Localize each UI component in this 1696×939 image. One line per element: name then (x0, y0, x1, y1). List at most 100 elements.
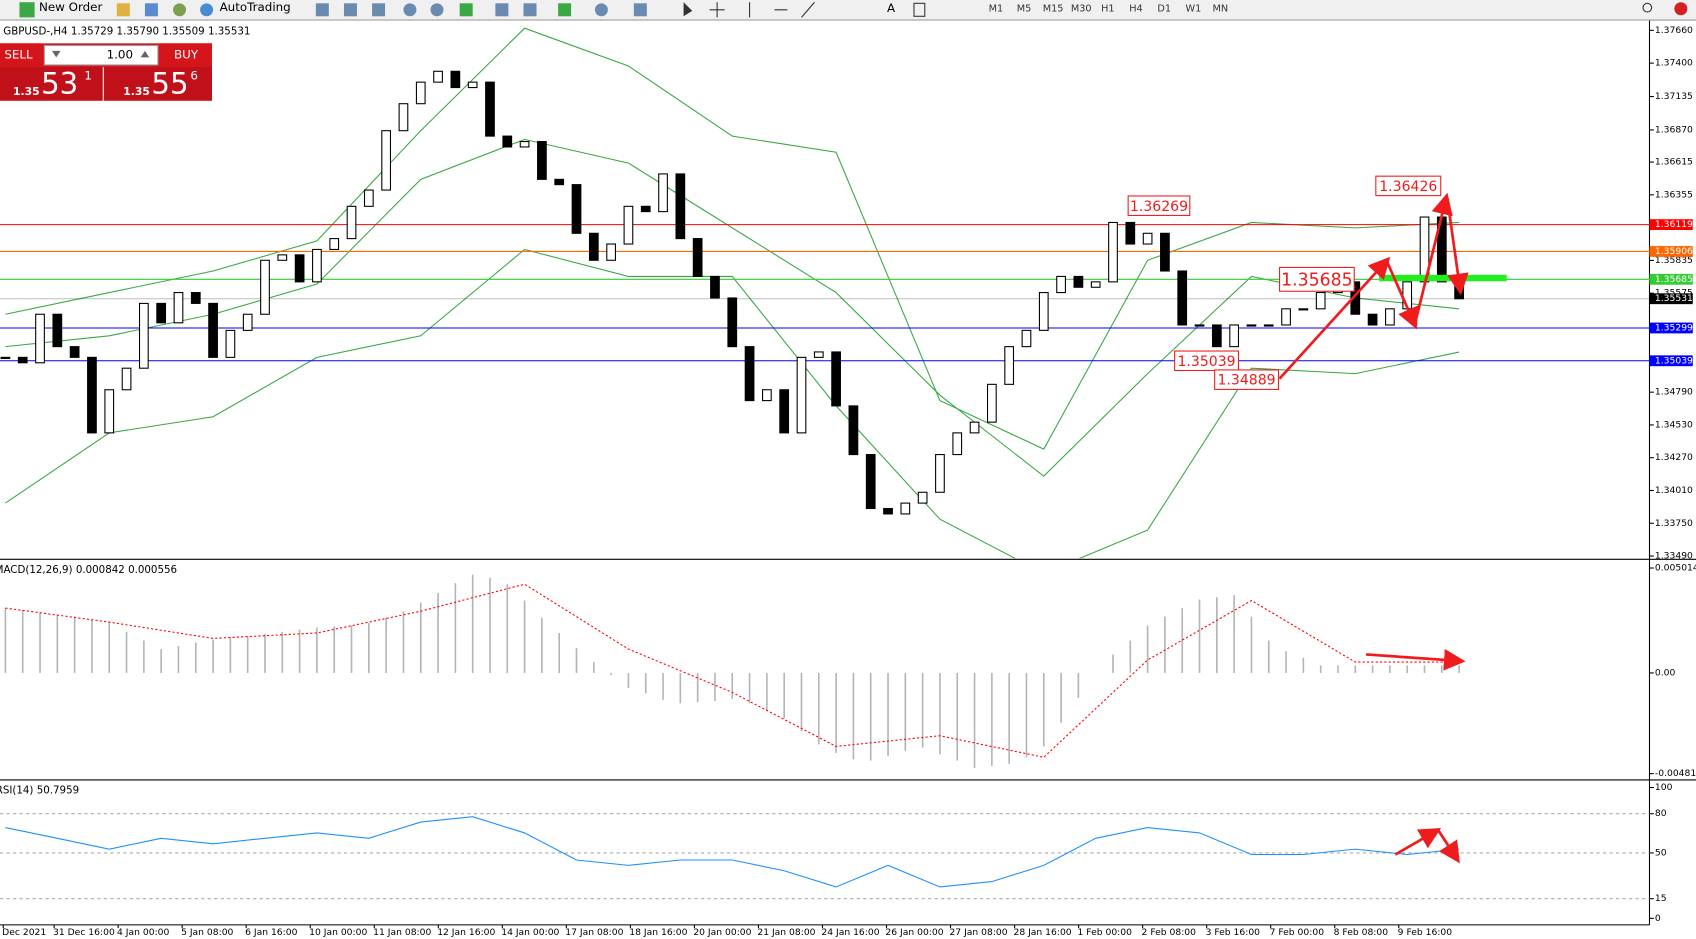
tool-icon[interactable] (144, 3, 158, 17)
y-tick-label: 50 (1655, 847, 1667, 858)
ask-prefix[interactable]: 1.35 (123, 85, 150, 98)
candle-body (1021, 329, 1032, 348)
rsi-line (5, 816, 1460, 888)
lot-input[interactable] (43, 44, 159, 66)
y-tick-label: 1.33490 (1655, 551, 1693, 562)
sell-button[interactable] (0, 43, 42, 67)
timeframe-button[interactable]: H1 (1101, 4, 1115, 15)
timeframe-button[interactable]: D1 (1157, 4, 1171, 15)
buy-label[interactable]: BUY (174, 48, 199, 62)
x-tick-label: 21 Jan 08:00 (757, 927, 815, 938)
cursor-tool[interactable] (683, 2, 693, 17)
tool-icon[interactable] (116, 3, 130, 17)
candle-body (710, 275, 720, 299)
timeframe-button[interactable]: MN (1213, 4, 1229, 15)
timeframes: M1 M5 M15 M30 H1 H4 D1 W1 MN (989, 4, 1229, 15)
x-tick-label: 26 Jan 00:00 (885, 927, 943, 938)
tool-icon[interactable] (173, 3, 187, 17)
tool-icon[interactable] (315, 3, 329, 17)
autotrading-button[interactable]: AutoTrading (220, 0, 291, 14)
candle-body (1211, 324, 1222, 348)
candle-body (1281, 308, 1291, 326)
red-arrow (1437, 830, 1460, 864)
bid-point[interactable]: 1 (84, 68, 92, 82)
y-tick-label: 0 (1655, 913, 1661, 924)
spin-down[interactable] (51, 50, 61, 58)
search-icon[interactable] (1642, 2, 1653, 13)
tool-icon[interactable] (372, 3, 386, 17)
chart-area (0, 20, 1650, 925)
candle-body (138, 302, 149, 369)
timeframe-button[interactable]: M5 (1017, 4, 1032, 15)
y-tick-label: 1.34790 (1655, 387, 1693, 398)
new-order-icon[interactable] (19, 2, 35, 18)
x-tick-label: 4 Jan 00:00 (117, 927, 169, 938)
notification-icon[interactable] (1674, 2, 1688, 16)
timeframe-button[interactable]: H4 (1129, 4, 1143, 15)
autotrading-icon[interactable] (200, 3, 214, 17)
candle-body (796, 356, 807, 434)
candle-body (1038, 292, 1049, 331)
candle-body (208, 302, 218, 358)
tool-icon[interactable] (633, 3, 647, 17)
candle-body (294, 254, 305, 283)
price-level-tag (1649, 293, 1693, 305)
y-tick-label: 1.34530 (1655, 419, 1693, 430)
y-tick-label: 0.005014 (1655, 563, 1696, 574)
tool-icon[interactable] (343, 3, 357, 17)
sell-label[interactable]: SELL (4, 48, 33, 62)
macd-header: MACD(12,26,9) 0.000842 0.000556 (0, 564, 177, 576)
price-plot (0, 27, 1650, 559)
candle-body (260, 259, 270, 315)
timeframe-button[interactable]: M1 (989, 4, 1004, 15)
tool-icon[interactable] (495, 3, 509, 17)
text-tool[interactable]: A (887, 1, 896, 15)
green-zone-drawing (1379, 274, 1507, 282)
candle-body (675, 173, 686, 240)
x-tick-label: 28 Jan 16:00 (1013, 927, 1071, 938)
candle-body (554, 178, 565, 186)
candle-body (450, 70, 461, 89)
tool-icon[interactable] (594, 3, 608, 17)
zoom-out[interactable] (430, 3, 444, 17)
ask-point[interactable]: 6 (190, 68, 198, 82)
tool-icon[interactable] (558, 3, 572, 17)
candle-body (69, 346, 80, 358)
lot-value[interactable]: 1.00 (107, 48, 133, 62)
bid-pips[interactable]: 53 (41, 67, 78, 101)
tool-icon[interactable] (523, 3, 537, 17)
line-tools[interactable] (749, 1, 815, 18)
timeframe-button[interactable]: W1 (1185, 4, 1201, 15)
zoom-in[interactable] (403, 3, 417, 17)
tool-icon[interactable] (459, 3, 473, 17)
x-tick-label: 6 Jan 16:00 (245, 927, 297, 938)
x-tick-label: 18 Jan 16:00 (629, 927, 687, 938)
y-tick-label: 100 (1655, 782, 1673, 793)
candle-body (1367, 313, 1378, 326)
price-annotation: 1.34889 (1218, 373, 1276, 389)
text-label-tool[interactable] (913, 2, 926, 17)
crosshair-tool[interactable] (709, 2, 725, 18)
candle-body (467, 81, 478, 89)
timeframe-button[interactable]: M30 (1071, 4, 1092, 15)
ask-pips[interactable]: 55 (151, 67, 188, 101)
bid-prefix[interactable]: 1.35 (13, 85, 40, 98)
price-annotation: 1.35685 (1281, 270, 1353, 290)
new-order-button[interactable]: New Order (39, 0, 103, 14)
candle-body (1246, 324, 1257, 327)
x-tick-label: 11 Jan 08:00 (373, 927, 431, 938)
y-tick-label: 1.36615 (1655, 157, 1693, 168)
buy-button[interactable] (160, 43, 212, 67)
candle-body (1263, 324, 1274, 327)
price-annotation: 1.35039 (1178, 354, 1236, 370)
rsi-header: RSI(14) 50.7959 (0, 785, 79, 797)
candle-body (35, 313, 45, 364)
candle-body (623, 205, 634, 245)
quote-area (0, 67, 212, 101)
candle-body (1315, 292, 1326, 310)
toolbar-icons (315, 1, 926, 18)
spin-up[interactable] (140, 50, 150, 58)
candle-body (537, 140, 547, 180)
timeframe-button[interactable]: M15 (1043, 4, 1064, 15)
x-tick-label: 5 Jan 08:00 (181, 927, 233, 938)
